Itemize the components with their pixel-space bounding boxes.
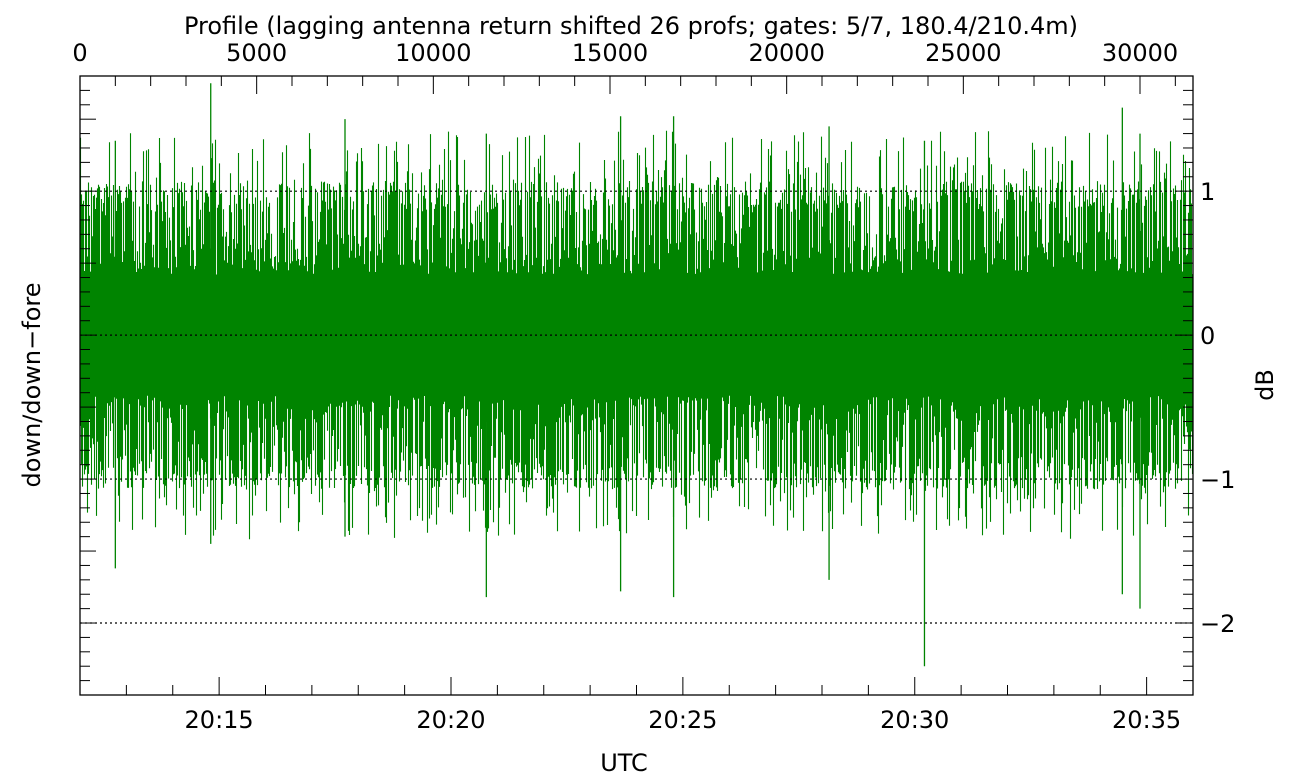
top-tick-label: 20000 [748,39,824,67]
right-tick-label: 0 [1200,322,1215,350]
bottom-tick-label: 20:30 [880,706,949,734]
bottom-tick-label: 20:20 [416,706,485,734]
x-axis-label: UTC [600,749,648,777]
top-tick-label: 15000 [572,39,648,67]
bottom-tick-label: 20:15 [185,706,254,734]
right-tick-label: 1 [1200,178,1215,206]
right-axis: 1 0 −1 −2 [1175,75,1235,682]
chart-title: Profile (lagging antenna return shifted … [184,12,1078,40]
top-tick-label: 5000 [226,39,287,67]
reference-lines [80,190,1193,624]
left-axis [80,75,96,682]
top-tick-label: 0 [72,39,87,67]
bottom-tick-label: 20:25 [648,706,717,734]
plot-area [79,75,1194,696]
top-tick-label: 10000 [395,39,471,67]
top-tick-label: 25000 [925,39,1001,67]
top-axis: 0 5000 10000 15000 20000 25000 30000 [72,39,1178,94]
bottom-axis: 20:15 20:20 20:25 20:30 20:35 [79,677,1194,734]
y-axis-label-left: down/down−fore [18,283,46,488]
top-tick-label: 30000 [1102,39,1178,67]
right-tick-label: −2 [1200,610,1235,638]
right-tick-label: −1 [1200,466,1235,494]
bottom-tick-label: 20:35 [1112,706,1181,734]
series-layer [79,83,1194,667]
y-axis-label-right: dB [1251,369,1279,401]
